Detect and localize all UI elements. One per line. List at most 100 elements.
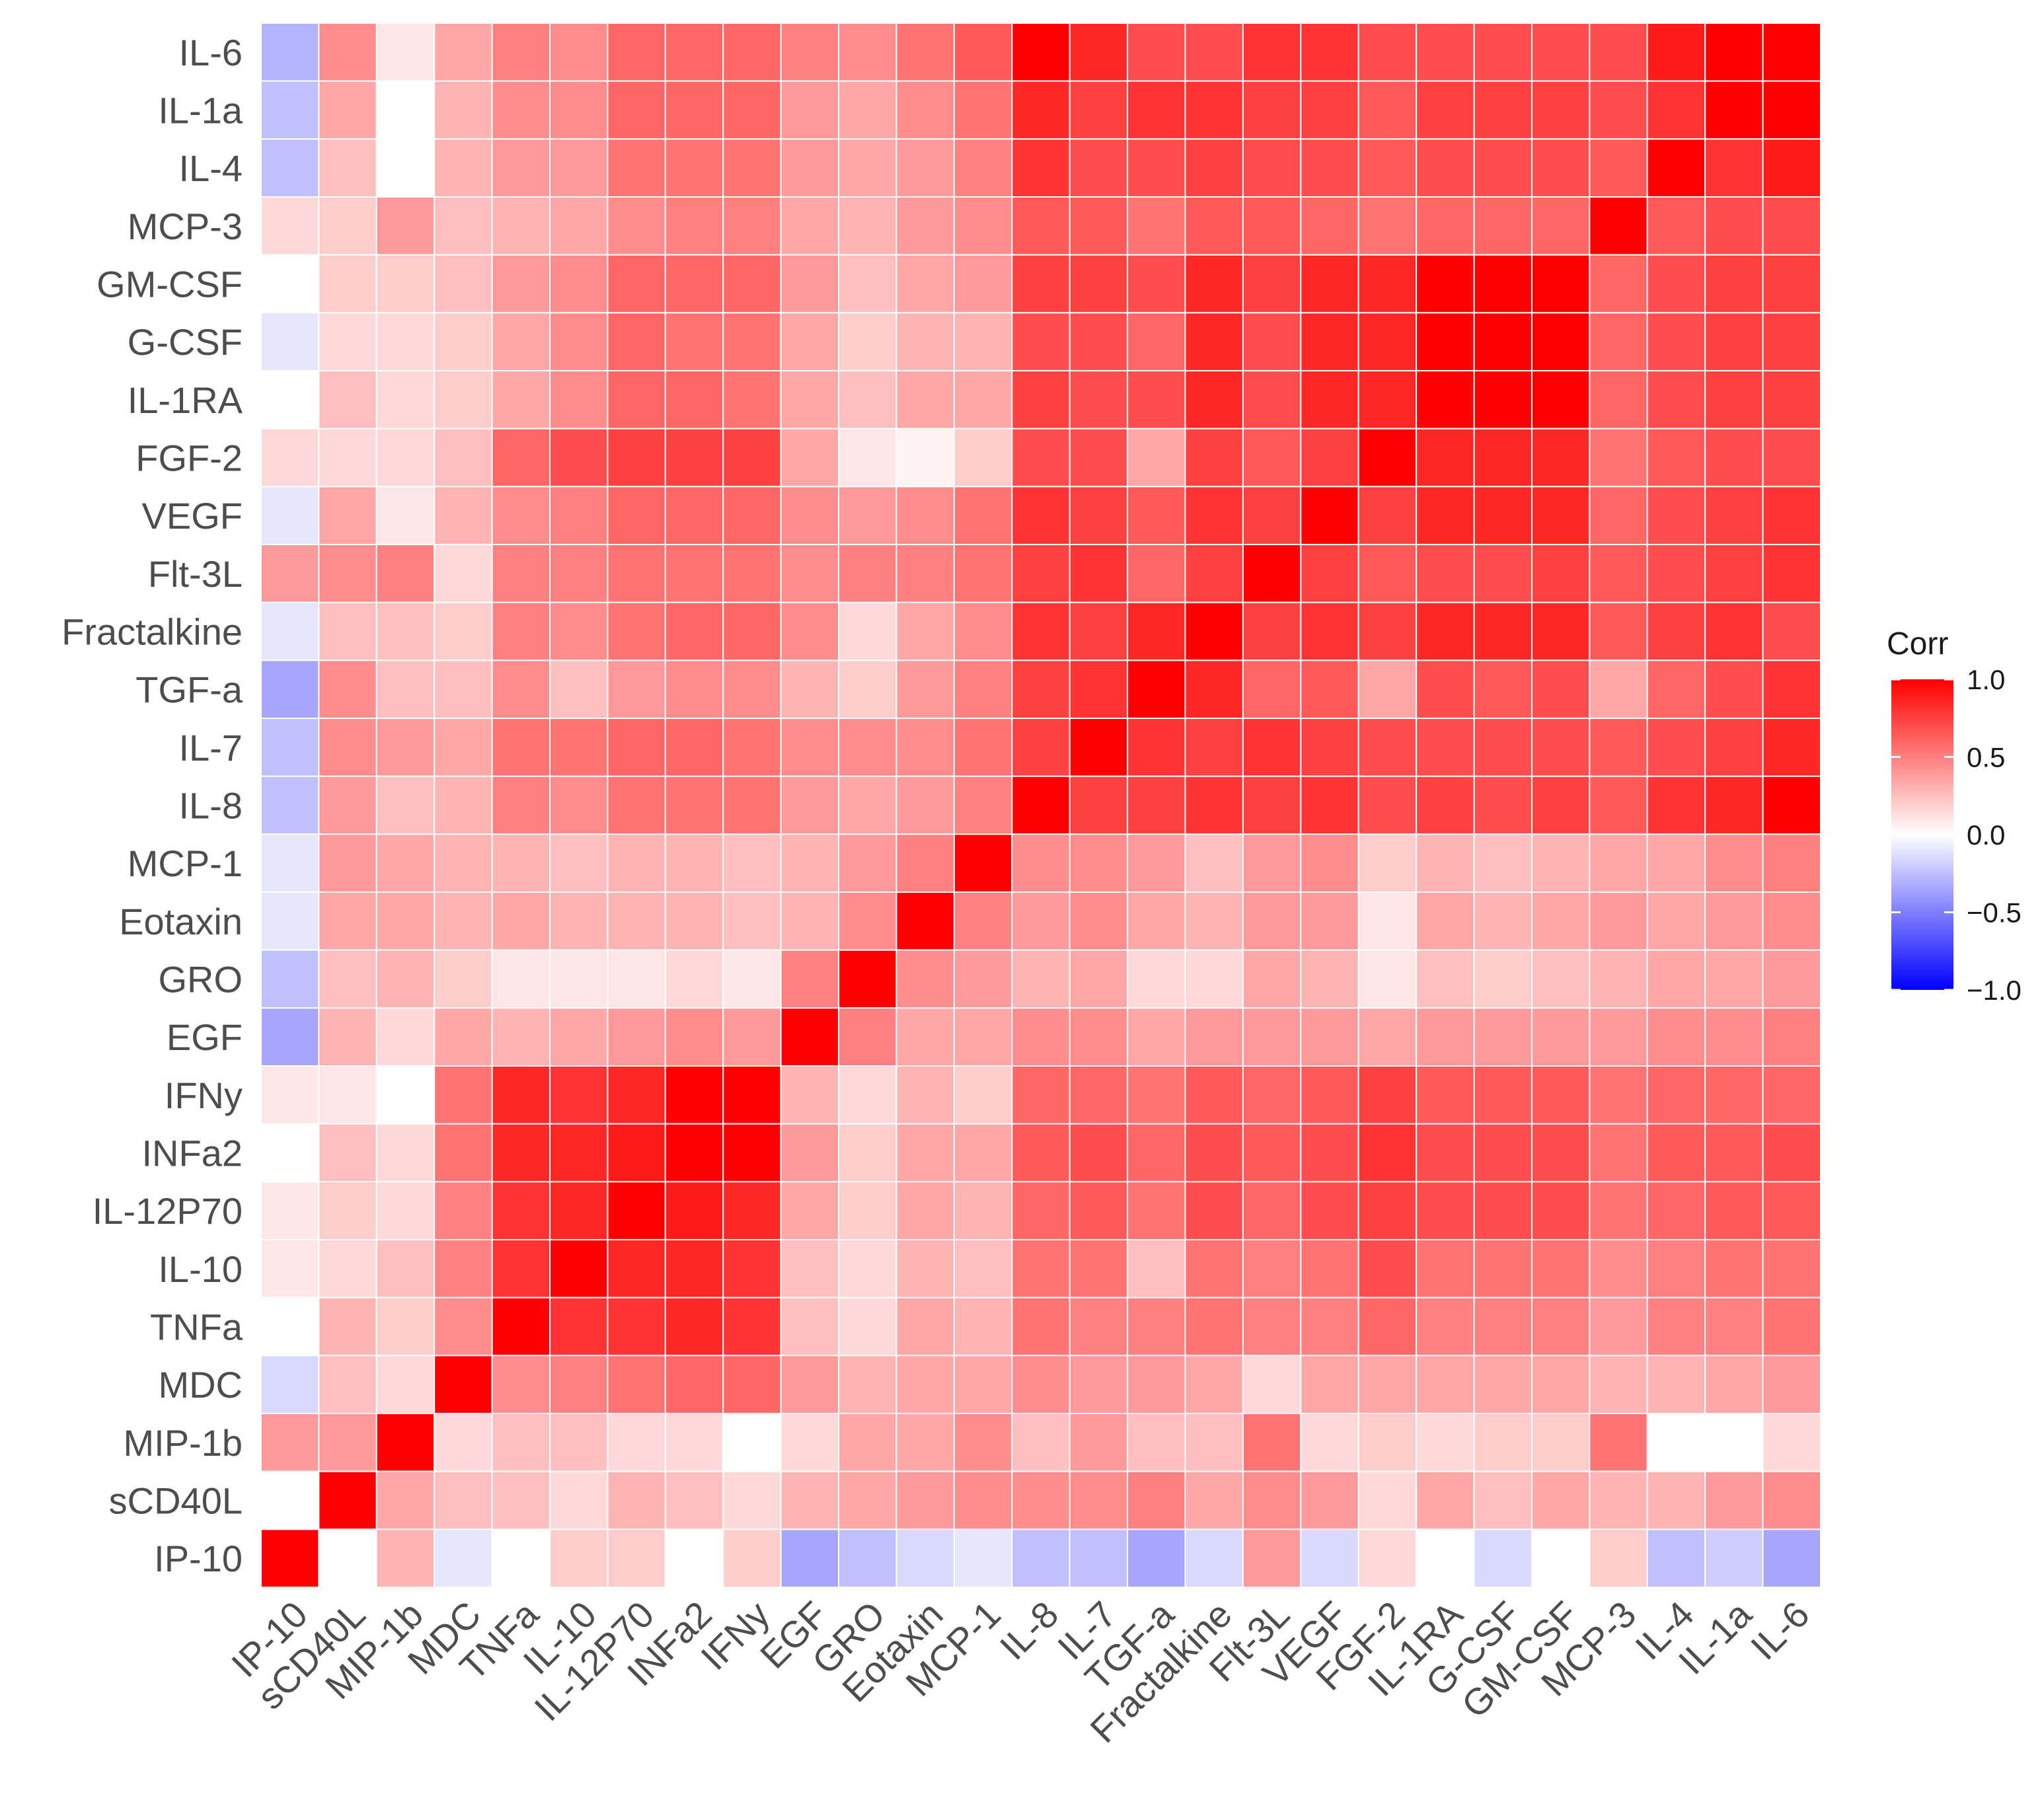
heatmap-cell bbox=[1069, 949, 1129, 1009]
heatmap-cell bbox=[1357, 1297, 1418, 1357]
heatmap-cell bbox=[1589, 1007, 1648, 1067]
heatmap-cell bbox=[1242, 1239, 1302, 1298]
heatmap-cell bbox=[838, 312, 897, 371]
heatmap-cell bbox=[1127, 949, 1186, 1009]
heatmap-cell bbox=[1242, 1470, 1302, 1530]
heatmap-cell bbox=[375, 428, 435, 488]
heatmap-cell bbox=[1704, 1007, 1764, 1067]
heatmap-cell bbox=[1531, 138, 1591, 198]
heatmap-cell bbox=[491, 80, 551, 140]
heatmap-cell bbox=[1416, 1239, 1475, 1298]
heatmap-cell bbox=[1357, 1528, 1418, 1589]
heatmap-cell bbox=[1242, 196, 1302, 256]
heatmap-cell bbox=[318, 833, 377, 893]
heatmap-cell bbox=[780, 949, 840, 1009]
heatmap-cell bbox=[549, 949, 609, 1009]
heatmap-cell bbox=[1762, 949, 1822, 1009]
heatmap-cell bbox=[1127, 1355, 1186, 1415]
heatmap-cell bbox=[1646, 370, 1706, 430]
heatmap-cell bbox=[1357, 1181, 1418, 1240]
heatmap-cell bbox=[1184, 601, 1244, 661]
heatmap-cell bbox=[1242, 1528, 1302, 1589]
heatmap-cell bbox=[838, 775, 897, 835]
heatmap-cell bbox=[1357, 601, 1418, 661]
heatmap-cell bbox=[1184, 775, 1244, 835]
y-tick-label: IL-12P70 bbox=[93, 1190, 243, 1232]
heatmap-cell bbox=[1704, 718, 1764, 777]
heatmap-cell bbox=[1704, 1528, 1764, 1589]
heatmap-cell bbox=[260, 370, 320, 430]
heatmap-cell bbox=[318, 718, 377, 777]
heatmap-cell bbox=[1069, 254, 1129, 314]
heatmap-cell bbox=[1646, 22, 1706, 82]
heatmap-cell bbox=[1646, 718, 1706, 777]
heatmap-cell bbox=[838, 718, 897, 777]
heatmap-cell bbox=[1011, 1528, 1071, 1589]
heatmap-cell bbox=[1242, 254, 1302, 314]
heatmap-cell bbox=[318, 1297, 377, 1357]
heatmap-cell bbox=[1646, 1413, 1706, 1472]
y-axis-tick-labels: IL-6 IL-1a IL-4 MCP-3 GM-CSF G-CSF IL-1RA FGF-2… bbox=[61, 32, 243, 1579]
heatmap-cell bbox=[1473, 196, 1533, 256]
heatmap-cell bbox=[1242, 370, 1302, 430]
heatmap-cell bbox=[607, 775, 666, 835]
heatmap-cell bbox=[664, 659, 724, 720]
heatmap-cell bbox=[1473, 312, 1533, 371]
heatmap-cell bbox=[953, 1065, 1013, 1125]
heatmap-cell bbox=[318, 22, 377, 82]
heatmap-cell bbox=[491, 601, 551, 661]
heatmap-cell bbox=[607, 138, 666, 198]
heatmap-cell bbox=[434, 80, 493, 140]
heatmap-cell bbox=[1300, 80, 1359, 140]
heatmap-cell bbox=[780, 601, 840, 661]
heatmap-cell bbox=[1762, 1413, 1822, 1472]
heatmap-cell bbox=[1589, 22, 1648, 82]
heatmap-cell bbox=[1184, 1007, 1244, 1067]
heatmap-cell bbox=[895, 544, 955, 603]
heatmap-cell bbox=[1589, 312, 1648, 371]
heatmap-cell bbox=[664, 601, 724, 661]
heatmap-cell bbox=[434, 891, 493, 951]
heatmap-cell bbox=[1127, 428, 1186, 488]
heatmap-cell bbox=[1184, 1297, 1244, 1357]
heatmap-cell bbox=[1069, 428, 1129, 488]
heatmap-cell bbox=[1011, 22, 1071, 82]
heatmap-cell bbox=[549, 1413, 609, 1472]
heatmap-cell bbox=[607, 312, 666, 371]
heatmap-cell bbox=[1589, 718, 1648, 777]
heatmap-cell bbox=[1589, 1181, 1648, 1240]
heatmap-cell bbox=[1416, 138, 1475, 198]
y-tick-label: IL-1RA bbox=[128, 379, 243, 421]
heatmap-cell bbox=[1531, 544, 1591, 603]
heatmap-cell bbox=[434, 196, 493, 256]
heatmap-cell bbox=[1646, 775, 1706, 835]
heatmap-cell bbox=[1011, 312, 1071, 371]
heatmap-cell bbox=[549, 1007, 609, 1067]
heatmap-cell bbox=[318, 1470, 377, 1530]
heatmap-cell bbox=[1069, 833, 1129, 893]
heatmap-cell bbox=[664, 1007, 724, 1067]
heatmap-cell bbox=[1646, 1007, 1706, 1067]
heatmap-cell bbox=[375, 833, 435, 893]
heatmap-cell bbox=[1762, 1123, 1822, 1183]
heatmap-cell bbox=[260, 1355, 320, 1415]
heatmap-cell bbox=[260, 833, 320, 893]
heatmap-cell bbox=[375, 718, 435, 777]
heatmap-cell bbox=[1127, 1239, 1186, 1298]
heatmap-cell bbox=[607, 1239, 666, 1298]
heatmap-cell bbox=[491, 486, 551, 546]
heatmap-cell bbox=[1011, 544, 1071, 603]
heatmap-cell bbox=[722, 1355, 782, 1415]
heatmap-cell bbox=[953, 659, 1013, 720]
heatmap-cell bbox=[260, 718, 320, 777]
heatmap-cell bbox=[1069, 659, 1129, 720]
heatmap-cell bbox=[1704, 833, 1764, 893]
heatmap-cell bbox=[260, 1297, 320, 1357]
heatmap-cell bbox=[1416, 1065, 1475, 1125]
heatmap-cell bbox=[664, 1065, 724, 1125]
heatmap-cell bbox=[1762, 428, 1822, 488]
heatmap-cell bbox=[780, 1470, 840, 1530]
heatmap-cell bbox=[1473, 718, 1533, 777]
heatmap-cell bbox=[1473, 659, 1533, 720]
heatmap-cell bbox=[838, 1355, 897, 1415]
